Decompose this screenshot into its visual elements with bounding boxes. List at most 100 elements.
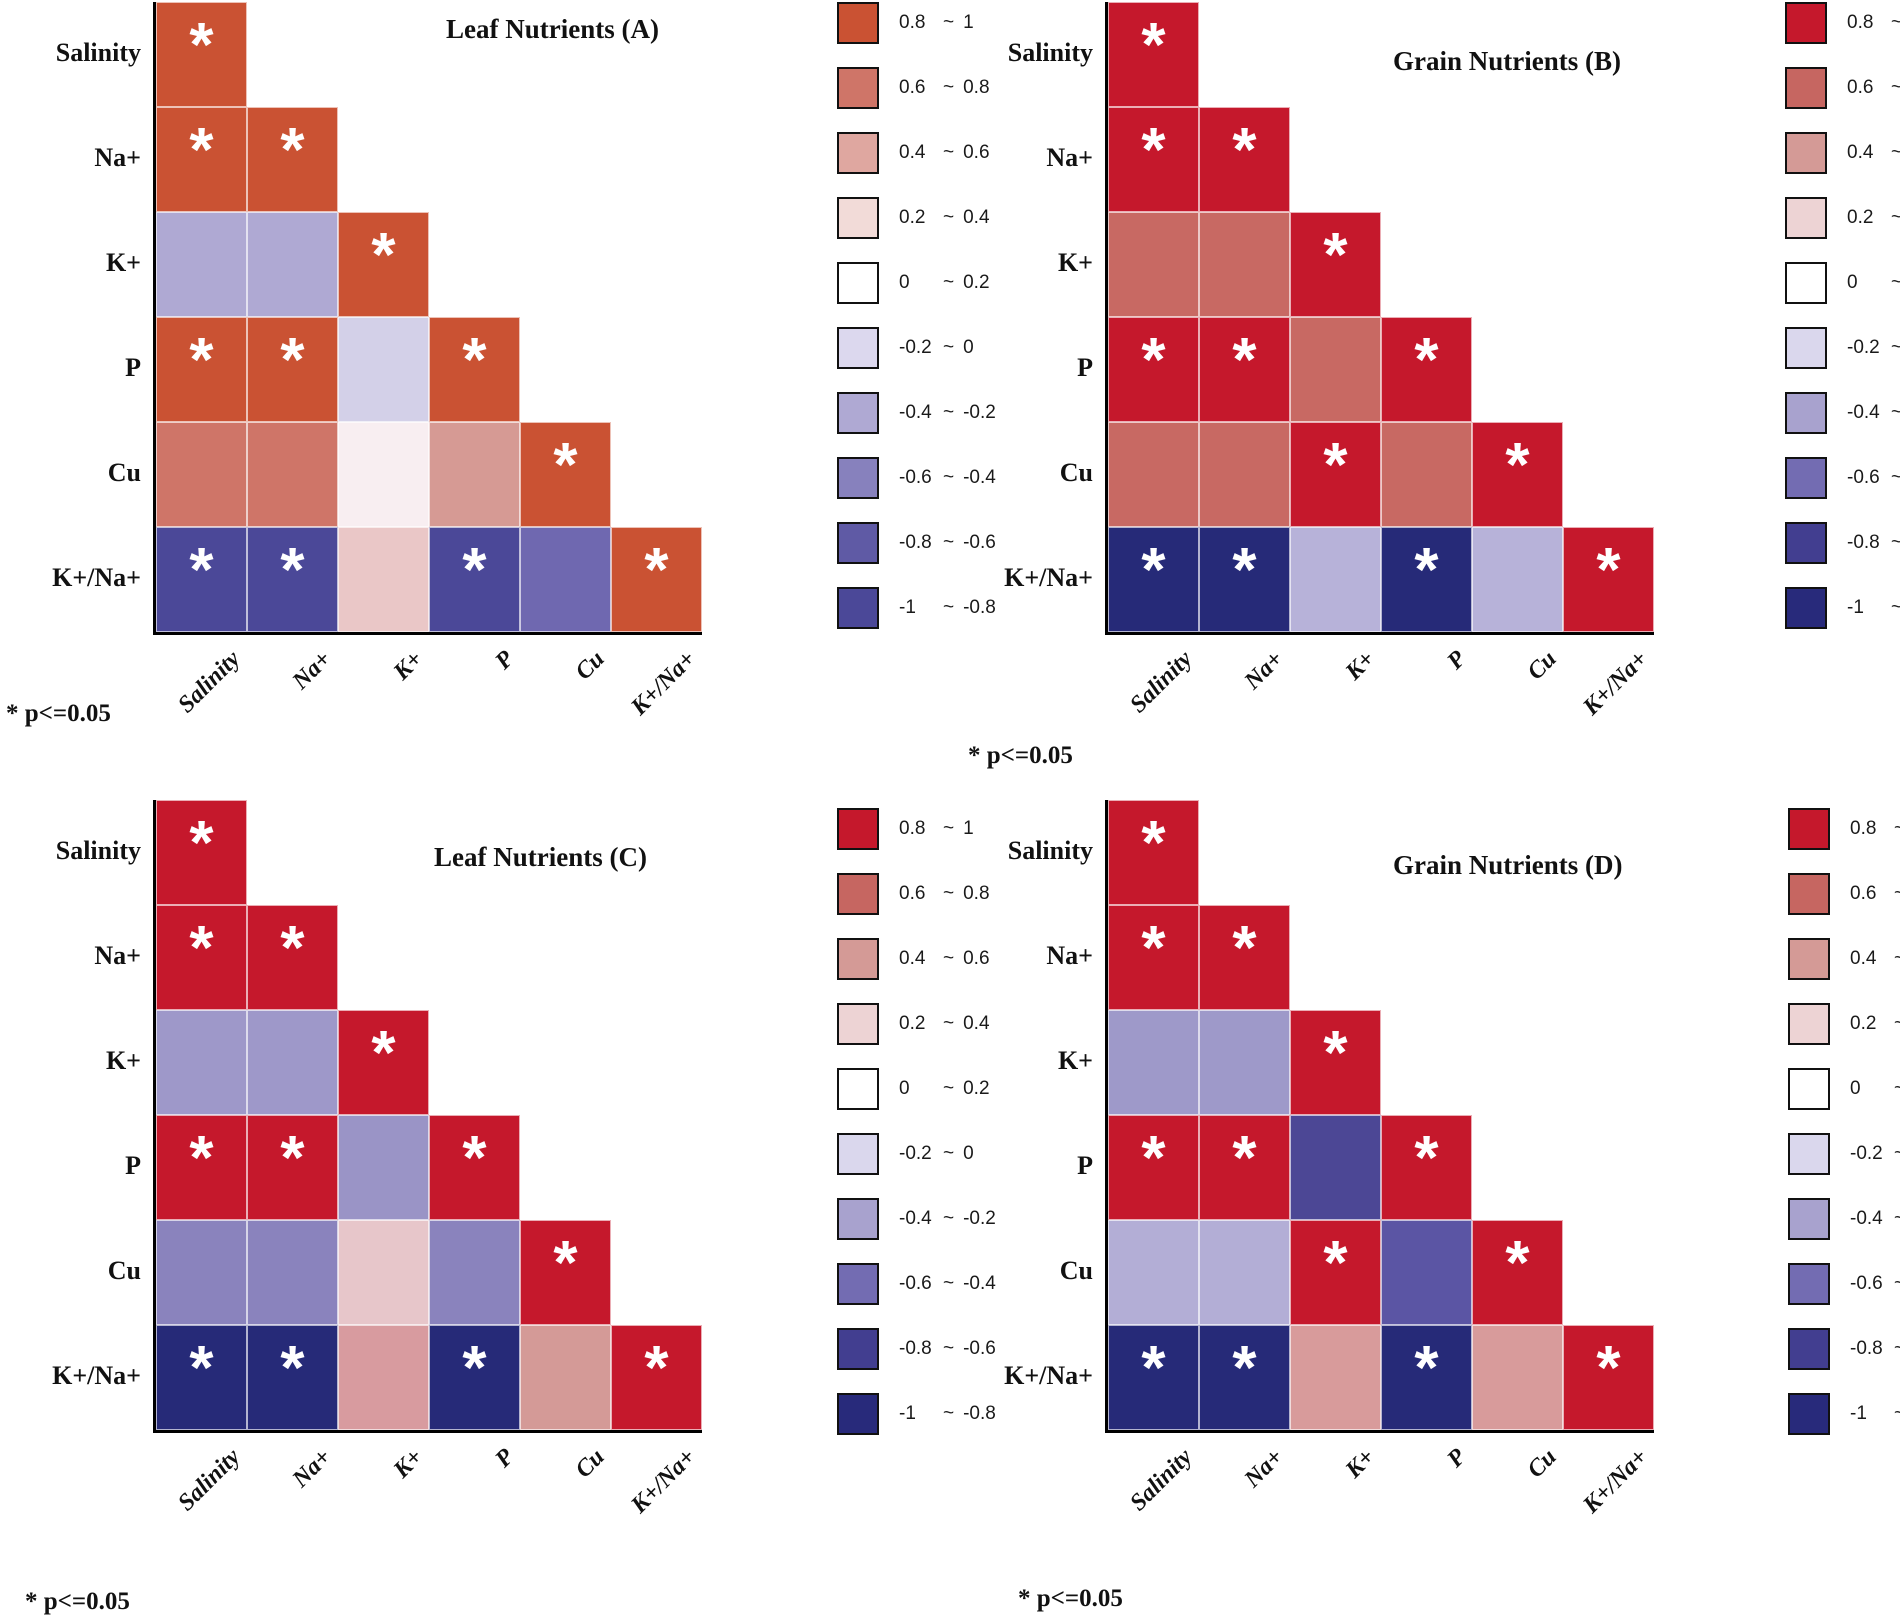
significance-asterisk: * xyxy=(1141,1124,1166,1193)
legend-label: 0.6~0.8 xyxy=(899,77,990,98)
y-axis-label-salinity: Salinity xyxy=(1007,835,1093,865)
x-axis-label-na: Na+ xyxy=(1240,646,1289,695)
x-axis-label-p: P xyxy=(1442,1444,1471,1473)
legend-label: 0~0.2 xyxy=(1850,1078,1900,1099)
cell-k-k: * xyxy=(1290,212,1381,317)
y-axis-label-k-na: K+/Na+ xyxy=(52,562,141,592)
legend-swatch xyxy=(1788,873,1830,915)
y-axis-label-na: Na+ xyxy=(1046,142,1093,172)
legend-label: 0.4~0.6 xyxy=(899,142,990,163)
significance-asterisk: * xyxy=(1141,536,1166,605)
cell-cu-na xyxy=(1199,422,1290,527)
panel-b-title: Grain Nutrients (B) xyxy=(1393,46,1621,76)
legend-swatch xyxy=(1788,1328,1830,1370)
significance-asterisk: * xyxy=(280,1334,305,1403)
legend-item: 0.4~0.6 xyxy=(1788,938,1900,980)
cell-k-na-k xyxy=(1290,1325,1381,1430)
legend-label: 0.6~0.8 xyxy=(1847,77,1900,98)
cell-k-na-k xyxy=(338,1325,429,1430)
significance-asterisk: * xyxy=(189,116,214,185)
legend-label: -0.6~-0.4 xyxy=(1847,467,1900,488)
x-axis-label-cu: Cu xyxy=(570,646,610,686)
legend-swatch xyxy=(1785,67,1827,109)
legend-swatch xyxy=(1785,327,1827,369)
cell-k-na-salinity: * xyxy=(1108,1325,1199,1430)
legend-label: 0~0.2 xyxy=(899,272,990,293)
significance-asterisk: * xyxy=(189,1124,214,1193)
cell-k-na-k xyxy=(1290,527,1381,632)
y-axis-label-k-na: K+/Na+ xyxy=(52,1360,141,1390)
cell-p-k xyxy=(338,317,429,422)
cell-salinity-salinity: * xyxy=(1108,800,1199,905)
cell-k-na-salinity: * xyxy=(156,527,247,632)
cell-cu-p xyxy=(1381,422,1472,527)
legend-label: -1~-0.8 xyxy=(899,597,996,618)
legend-swatch xyxy=(1788,1068,1830,1110)
legend-swatch xyxy=(837,938,879,980)
significance-asterisk: * xyxy=(1141,1334,1166,1403)
x-axis-label-salinity: Salinity xyxy=(1125,646,1198,719)
legend-swatch xyxy=(837,522,879,564)
significance-asterisk: * xyxy=(1141,914,1166,983)
legend-label: 0.2~0.4 xyxy=(1850,1013,1900,1034)
x-axis-label-k: K+ xyxy=(1340,1444,1380,1484)
cell-k-na-k xyxy=(338,527,429,632)
significance-asterisk: * xyxy=(189,11,214,80)
legend-item: -1~-0.8 xyxy=(837,587,1137,629)
cell-na-na: * xyxy=(247,107,338,212)
legend-label: -0.4~-0.2 xyxy=(899,402,996,423)
legend-swatch xyxy=(837,262,879,304)
legend-label: -1~-0.8 xyxy=(899,1403,996,1424)
significance-asterisk: * xyxy=(189,1334,214,1403)
heatmap-panel-d: * * * * * * * * * * * * * Salinity Na+ K+ P Cu K+/Na+ Salin… xyxy=(1004,800,1654,1519)
legend-label: -0.2~0 xyxy=(899,1143,974,1164)
legend-swatch xyxy=(1788,808,1830,850)
significance-asterisk: * xyxy=(189,536,214,605)
legend-label: 0.2~0.4 xyxy=(899,1013,990,1034)
cell-p-na: * xyxy=(1199,1115,1290,1220)
cell-p-salinity: * xyxy=(1108,1115,1199,1220)
cell-k-na-cu xyxy=(520,527,611,632)
y-axis-label-cu: Cu xyxy=(1059,457,1093,487)
y-axis-label-k-na: K+/Na+ xyxy=(1004,1360,1093,1390)
cell-p-salinity: * xyxy=(156,317,247,422)
significance-asterisk: * xyxy=(644,1334,669,1403)
cell-cu-p xyxy=(429,422,520,527)
legend-panel-d: 0.8~1 0.6~0.8 0.4~0.6 0.2~0.4 0~0.2 -0.2~0 -0.… xyxy=(1788,808,1900,1458)
y-axis-label-k: K+ xyxy=(1057,247,1093,277)
x-axis-label-k-na: K+/Na+ xyxy=(626,1444,701,1519)
cell-cu-k: * xyxy=(1290,1220,1381,1325)
legend-item: 0.6~0.8 xyxy=(837,873,1137,915)
significance-asterisk: * xyxy=(553,431,578,500)
significance-asterisk: * xyxy=(1323,221,1348,290)
y-axis-label-salinity: Salinity xyxy=(55,37,141,67)
cell-k-salinity xyxy=(156,1010,247,1115)
legend-item: -0.4~-0.2 xyxy=(837,1198,1137,1240)
significance-asterisk: * xyxy=(280,914,305,983)
cell-cu-p xyxy=(1381,1220,1472,1325)
significance-note-d: * p<=0.05 xyxy=(1018,1585,1123,1612)
cell-k-na-k-na: * xyxy=(611,527,702,632)
legend-item: 0.4~0.6 xyxy=(837,938,1137,980)
x-axis-label-salinity: Salinity xyxy=(173,1444,246,1517)
legend-item: 0.2~0.4 xyxy=(837,1003,1137,1045)
cell-k-na xyxy=(1199,1010,1290,1115)
significance-asterisk: * xyxy=(1596,1334,1621,1403)
x-axis-label-k-na: K+/Na+ xyxy=(626,646,701,721)
legend-item: -0.4~-0.2 xyxy=(1788,1198,1900,1240)
cell-k-na xyxy=(247,212,338,317)
legend-swatch xyxy=(837,873,879,915)
cell-k-salinity xyxy=(156,212,247,317)
significance-asterisk: * xyxy=(371,1019,396,1088)
significance-asterisk: * xyxy=(1323,1229,1348,1298)
y-axis-label-p: P xyxy=(125,352,141,382)
y-axis-label-p: P xyxy=(125,1150,141,1180)
cell-k-k: * xyxy=(338,212,429,317)
significance-asterisk: * xyxy=(1232,914,1257,983)
cell-cu-salinity xyxy=(1108,422,1199,527)
legend-label: 0.8~1 xyxy=(1850,818,1900,839)
cell-p-k xyxy=(1290,1115,1381,1220)
legend-item: -0.6~-0.4 xyxy=(1785,457,1900,499)
significance-asterisk: * xyxy=(280,326,305,395)
